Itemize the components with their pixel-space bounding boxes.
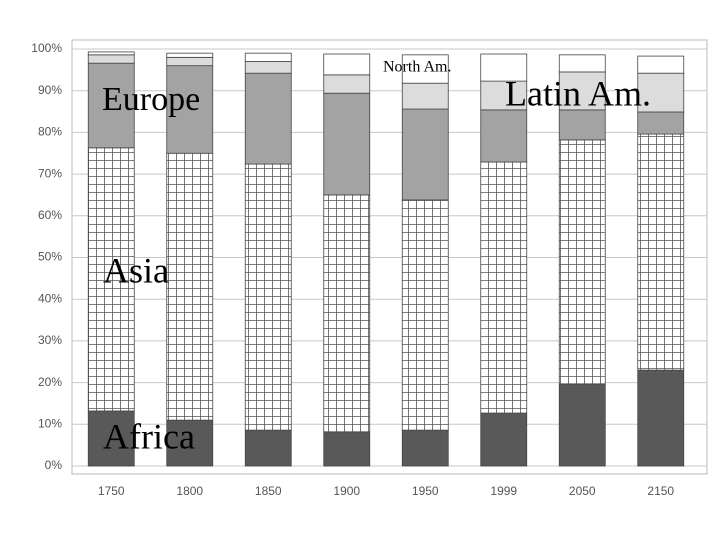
bar-segment — [480, 412, 528, 467]
bar-segment — [558, 54, 606, 73]
x-tick-label: 1850 — [255, 484, 282, 498]
bar-segment — [401, 429, 449, 467]
y-tick-label: 90% — [38, 83, 62, 97]
legend-label: Latin Am. — [505, 73, 651, 113]
bar-segment — [323, 92, 371, 196]
bar-segment — [244, 72, 292, 165]
bar-segment — [244, 61, 292, 74]
bar-segment — [244, 163, 292, 431]
y-tick-label: 0% — [45, 458, 63, 472]
bar-segment — [401, 108, 449, 201]
bar-segment — [87, 54, 135, 64]
bar-segment — [401, 199, 449, 431]
bar-segment — [637, 133, 685, 371]
bar-segment — [323, 431, 371, 467]
y-tick-label: 80% — [38, 125, 62, 139]
x-tick-label: 1800 — [176, 484, 203, 498]
bar-segment — [166, 56, 214, 67]
bar-segment — [480, 53, 528, 82]
y-tick-label: 50% — [38, 250, 62, 264]
y-tick-label: 10% — [38, 416, 62, 430]
y-tick-label: 40% — [38, 291, 62, 305]
bar-segment — [480, 80, 528, 111]
x-tick-label: 1999 — [490, 484, 517, 498]
bar-segment — [480, 109, 528, 163]
y-tick-label: 70% — [38, 166, 62, 180]
x-tick-label: 1900 — [333, 484, 360, 498]
legend-label: North Am. — [383, 59, 451, 76]
x-tick-label: 1950 — [412, 484, 439, 498]
bar-segment — [558, 383, 606, 467]
x-tick-label: 1750 — [98, 484, 125, 498]
bar-segment — [166, 52, 214, 58]
x-tick-label: 2150 — [647, 484, 674, 498]
bar-segment — [558, 109, 606, 141]
legend-label: Africa — [103, 416, 195, 456]
bar-segment — [166, 419, 214, 467]
bar-segment — [480, 161, 528, 414]
y-tick-label: 30% — [38, 333, 62, 347]
bar-segment — [637, 72, 685, 113]
y-tick-label: 20% — [38, 375, 62, 389]
bar-segment — [637, 111, 685, 135]
bar-segment — [323, 53, 371, 76]
bar-segment — [401, 82, 449, 110]
x-tick-label: 2050 — [569, 484, 596, 498]
bar-segment — [558, 139, 606, 385]
bar-segment — [401, 54, 449, 84]
bar-segment — [244, 52, 292, 62]
bar-segment — [87, 410, 135, 467]
legend-label: Asia — [103, 250, 169, 290]
bar-segment — [166, 152, 214, 421]
bar-segment — [323, 194, 371, 433]
y-tick-label: 60% — [38, 208, 62, 222]
bar-segment — [323, 74, 371, 94]
bar-segment — [87, 51, 135, 56]
bar-segment — [244, 429, 292, 467]
bar-segment — [637, 369, 685, 467]
bar-segment — [558, 71, 606, 111]
bar-segment — [637, 55, 685, 74]
bar-segment — [87, 62, 135, 149]
bar-segment — [87, 147, 135, 412]
legend-label: Europe — [102, 81, 200, 118]
y-tick-label: 100% — [31, 41, 62, 55]
